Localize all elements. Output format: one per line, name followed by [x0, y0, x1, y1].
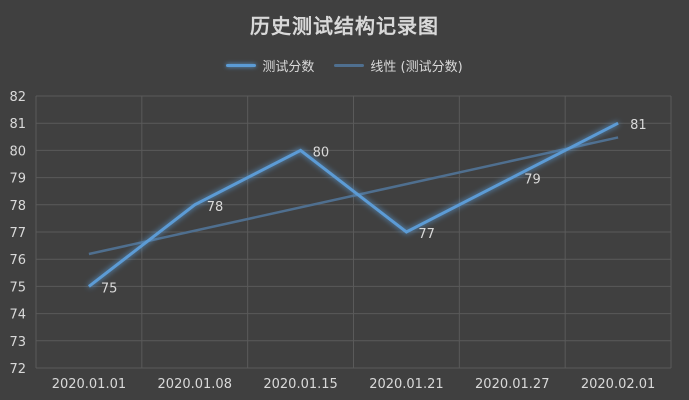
y-tick-label: 81 — [9, 117, 26, 132]
y-tick-label: 79 — [9, 172, 26, 187]
x-tick-label: 2020.01.08 — [158, 377, 232, 392]
grid-layer — [35, 95, 672, 369]
data-label-layer: 75 78 80 77 79 81 — [101, 118, 647, 296]
legend-item-trendline[interactable]: 线性 (测试分数) — [334, 56, 463, 75]
series-line[interactable] — [88, 121, 619, 288]
trendline-layer — [88, 136, 619, 256]
data-label: 77 — [418, 227, 435, 242]
legend-label-trendline: 线性 (测试分数) — [370, 60, 463, 75]
y-tick-label: 82 — [9, 90, 26, 105]
data-label: 80 — [313, 145, 330, 160]
y-tick-label: 74 — [9, 308, 26, 323]
y-tick-label: 76 — [9, 253, 26, 268]
x-tick-label: 2020.01.27 — [475, 377, 549, 392]
x-tick-label: 2020.01.01 — [52, 377, 126, 392]
y-tick-label: 80 — [9, 144, 26, 159]
data-label: 75 — [101, 281, 118, 296]
y-tick-label: 78 — [9, 199, 26, 214]
legend: 测试分数 线性 (测试分数) — [0, 56, 689, 75]
data-label: 78 — [207, 200, 224, 215]
legend-swatch-series — [226, 64, 257, 67]
x-tick-label: 2020.01.21 — [369, 377, 443, 392]
series-layer — [88, 121, 619, 288]
chart-title: 历史测试结构记录图 — [250, 14, 439, 38]
data-label: 79 — [524, 173, 541, 188]
y-tick-label: 77 — [9, 226, 26, 241]
legend-label-series: 测试分数 — [262, 60, 315, 75]
y-tick-label: 72 — [9, 362, 26, 377]
x-axis-ticks: 2020.01.01 2020.01.08 2020.01.15 2020.01.21… — [52, 377, 656, 392]
x-tick-label: 2020.01.15 — [263, 377, 337, 392]
y-tick-label: 73 — [9, 335, 26, 350]
legend-item-series[interactable]: 测试分数 — [226, 56, 314, 75]
data-label: 81 — [630, 118, 647, 133]
x-tick-label: 2020.02.01 — [581, 377, 655, 392]
trendline — [88, 136, 619, 256]
y-axis-ticks: 72 73 74 75 76 77 78 79 80 81 82 — [9, 90, 26, 377]
y-tick-label: 75 — [9, 280, 26, 295]
legend-swatch-trendline — [334, 64, 365, 67]
